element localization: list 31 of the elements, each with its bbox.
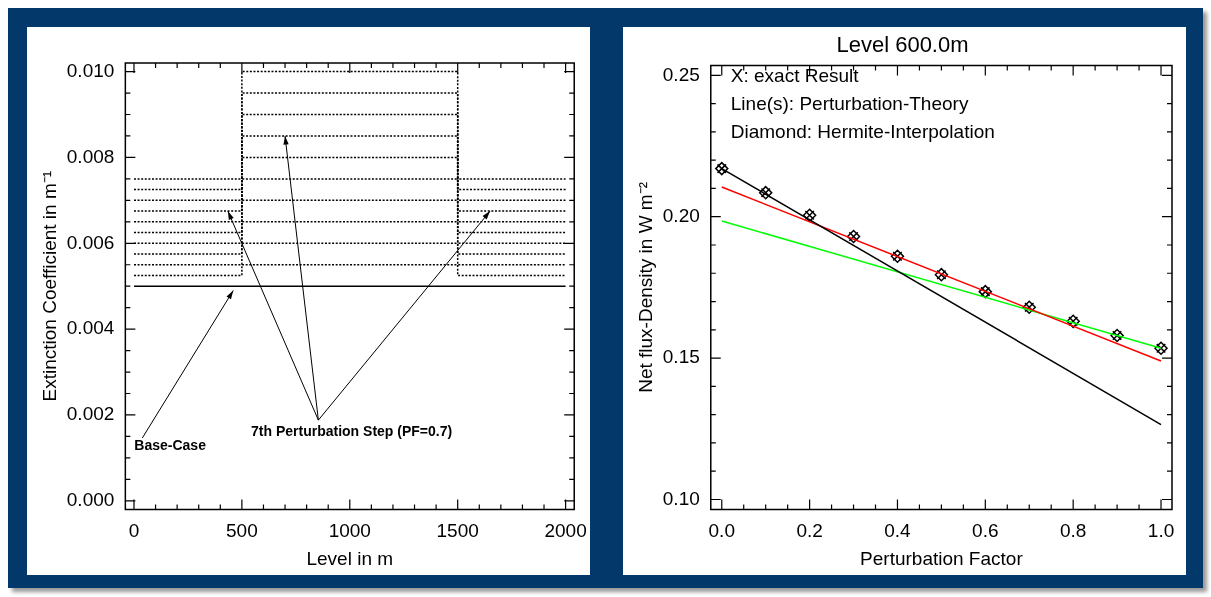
y-tick-label: 0.002	[66, 403, 115, 425]
x-tick-label: 500	[226, 520, 258, 542]
x-tick-label: 0.2	[796, 520, 823, 542]
x-tick-label: 0.0	[708, 520, 735, 542]
x-tick-label: 1000	[328, 520, 371, 542]
y-tick-label: 0.15	[662, 346, 700, 368]
annotation: 7th Perturbation Step (PF=0.7)	[251, 422, 453, 439]
x-tick-label: 0	[128, 520, 140, 542]
y-axis-title: Net flux-Density in W m⁻²	[634, 181, 656, 393]
y-tick-label: 0.000	[66, 489, 115, 511]
y-axis-title: Extinction Coefficient in m⁻¹	[38, 170, 60, 402]
annotation: Diamond: Hermite-Interpolation	[730, 121, 995, 143]
annotation: Line(s): Perturbation-Theory	[730, 93, 969, 115]
y-tick-label: 0.006	[66, 231, 115, 253]
x-tick-label: 0.8	[1059, 520, 1087, 542]
annotation: X: exact Result	[730, 65, 860, 87]
x-tick-label: 2000	[544, 520, 587, 542]
y-tick-label: 0.010	[66, 59, 115, 81]
x-tick-label: 1.0	[1147, 520, 1175, 542]
y-tick-label: 0.25	[662, 63, 700, 85]
y-tick-label: 0.004	[66, 317, 115, 339]
x-tick-label: 0.4	[884, 520, 912, 542]
y-tick-label: 0.20	[662, 204, 700, 226]
chart-title: Level 600.0m	[836, 32, 969, 58]
x-tick-label: 1500	[436, 520, 479, 542]
x-tick-label: 0.6	[972, 520, 999, 542]
y-tick-label: 0.008	[66, 145, 115, 167]
x-axis-title: Level in m	[306, 547, 394, 569]
y-tick-label: 0.10	[662, 487, 700, 509]
x-axis-title: Perturbation Factor	[860, 547, 1024, 569]
annotation: Base-Case	[134, 436, 207, 453]
